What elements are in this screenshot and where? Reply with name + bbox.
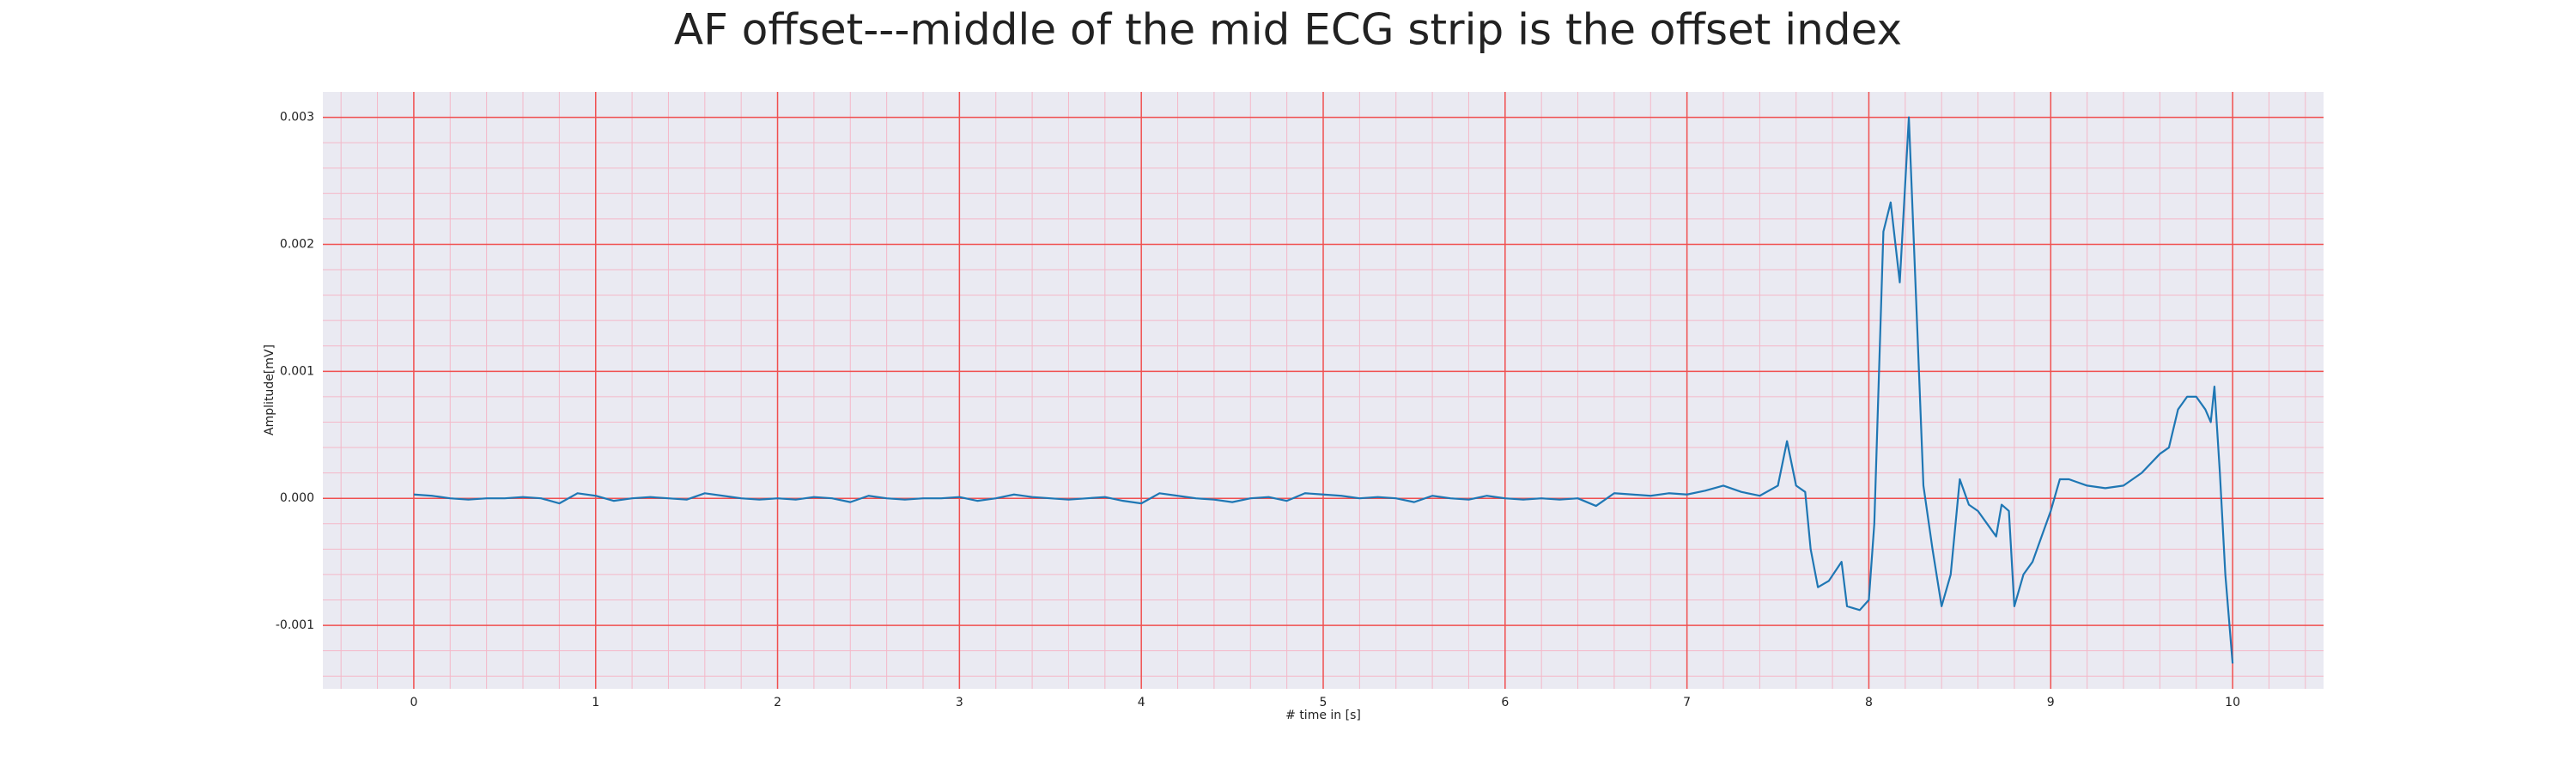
y-tick-label: -0.001 [276, 618, 314, 632]
x-tick-label: 6 [1501, 696, 1509, 709]
x-axis-label: # time in [s] [1285, 709, 1361, 722]
y-tick-label: 0.002 [280, 237, 314, 251]
y-tick-label: 0.001 [280, 364, 314, 378]
x-tick-label: 9 [2047, 696, 2055, 709]
y-tick-label: 0.000 [280, 491, 314, 505]
y-tick-label: 0.003 [280, 111, 314, 125]
chart-title: AF offset---middle of the mid ECG strip … [674, 5, 1902, 55]
x-tick-label: 3 [956, 696, 963, 709]
x-tick-label: 5 [1320, 696, 1327, 709]
x-tick-label: 7 [1683, 696, 1691, 709]
x-tick-label: 8 [1865, 696, 1873, 709]
x-tick-label: 0 [410, 696, 417, 709]
y-axis-label: Amplitude[mV] [263, 344, 276, 435]
ecg-line [413, 116, 2234, 664]
x-tick-label: 10 [2225, 696, 2240, 709]
x-tick-label: 1 [592, 696, 599, 709]
x-tick-label: 4 [1138, 696, 1145, 709]
x-tick-label: 2 [774, 696, 781, 709]
